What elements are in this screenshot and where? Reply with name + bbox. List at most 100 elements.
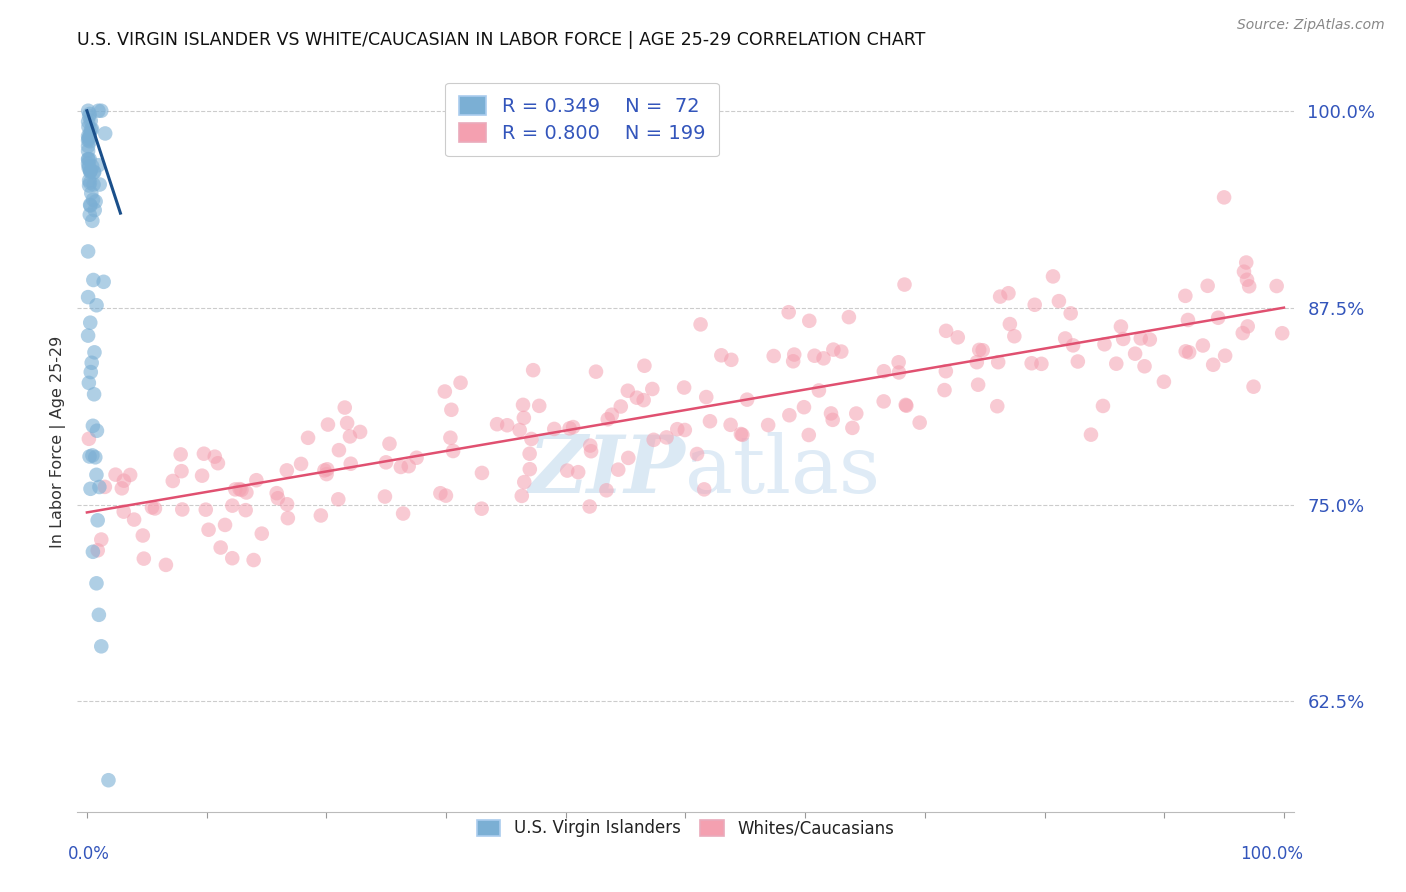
Point xyxy=(104,467,127,482)
Point xyxy=(887,366,910,380)
Point xyxy=(86,467,108,482)
Point xyxy=(1129,331,1152,345)
Point xyxy=(520,432,543,446)
Point xyxy=(112,505,135,519)
Point xyxy=(434,489,457,503)
Point xyxy=(316,417,339,432)
Point xyxy=(600,408,623,422)
Point xyxy=(122,512,145,526)
Point xyxy=(83,203,105,218)
Point xyxy=(87,607,110,622)
Point xyxy=(510,489,533,503)
Point xyxy=(328,492,350,507)
Point xyxy=(643,433,665,447)
Point xyxy=(77,178,100,193)
Point xyxy=(567,465,589,479)
Point xyxy=(778,305,800,319)
Point xyxy=(82,159,104,173)
Point xyxy=(1094,337,1116,351)
Point xyxy=(339,457,361,471)
Point xyxy=(873,394,896,409)
Point xyxy=(1178,345,1201,359)
Point xyxy=(339,429,361,443)
Text: 100.0%: 100.0% xyxy=(1240,845,1303,863)
Point xyxy=(896,399,918,413)
Point xyxy=(143,501,166,516)
Point xyxy=(783,347,806,361)
Point xyxy=(228,482,250,496)
Point xyxy=(392,507,415,521)
Point xyxy=(87,103,110,118)
Text: Source: ZipAtlas.com: Source: ZipAtlas.com xyxy=(1237,18,1385,32)
Point xyxy=(209,541,232,555)
Point xyxy=(316,462,339,476)
Point xyxy=(94,127,117,141)
Point xyxy=(1062,338,1084,352)
Point xyxy=(830,344,852,359)
Point xyxy=(83,387,105,401)
Point xyxy=(1243,380,1265,394)
Point xyxy=(277,511,299,525)
Point xyxy=(111,481,134,495)
Point xyxy=(120,467,142,482)
Point xyxy=(89,480,111,494)
Point xyxy=(935,324,957,338)
Point xyxy=(1197,278,1219,293)
Point xyxy=(79,163,101,178)
Point xyxy=(77,161,100,175)
Point xyxy=(82,449,104,463)
Point xyxy=(250,526,273,541)
Point xyxy=(720,417,742,432)
Point xyxy=(77,432,100,446)
Point xyxy=(77,139,100,153)
Point xyxy=(77,328,100,343)
Point xyxy=(841,421,863,435)
Point xyxy=(946,330,969,344)
Point xyxy=(887,355,910,369)
Point xyxy=(873,364,896,378)
Text: atlas: atlas xyxy=(686,432,880,510)
Point xyxy=(1192,338,1215,352)
Point xyxy=(617,450,640,465)
Point xyxy=(224,483,246,497)
Point xyxy=(513,475,536,489)
Point xyxy=(579,439,602,453)
Point xyxy=(86,513,108,527)
Point xyxy=(596,412,619,426)
Point xyxy=(522,363,544,377)
Point xyxy=(967,377,990,392)
Point xyxy=(1265,279,1288,293)
Point xyxy=(519,462,541,476)
Point xyxy=(132,551,155,566)
Point xyxy=(997,286,1019,301)
Point xyxy=(987,355,1010,369)
Point xyxy=(673,423,696,437)
Point xyxy=(1109,319,1132,334)
Point xyxy=(908,416,931,430)
Point xyxy=(1054,331,1077,345)
Point xyxy=(79,316,101,330)
Point xyxy=(349,425,371,439)
Point xyxy=(79,164,101,178)
Point xyxy=(79,198,101,212)
Point xyxy=(194,502,217,516)
Point xyxy=(1236,319,1258,334)
Point xyxy=(112,474,135,488)
Point xyxy=(267,491,290,506)
Point xyxy=(79,165,101,179)
Point xyxy=(1105,357,1128,371)
Point xyxy=(77,290,100,304)
Point xyxy=(673,380,696,394)
Point xyxy=(820,406,842,420)
Point xyxy=(83,165,105,179)
Point xyxy=(585,365,607,379)
Point xyxy=(1233,265,1256,279)
Point xyxy=(1213,349,1236,363)
Text: U.S. VIRGIN ISLANDER VS WHITE/CAUCASIAN IN LABOR FORCE | AGE 25-29 CORRELATION C: U.S. VIRGIN ISLANDER VS WHITE/CAUCASIAN … xyxy=(77,31,925,49)
Point xyxy=(579,444,602,458)
Point xyxy=(77,160,100,174)
Point xyxy=(1021,356,1043,370)
Point xyxy=(1031,357,1053,371)
Point xyxy=(221,499,243,513)
Point xyxy=(986,399,1008,413)
